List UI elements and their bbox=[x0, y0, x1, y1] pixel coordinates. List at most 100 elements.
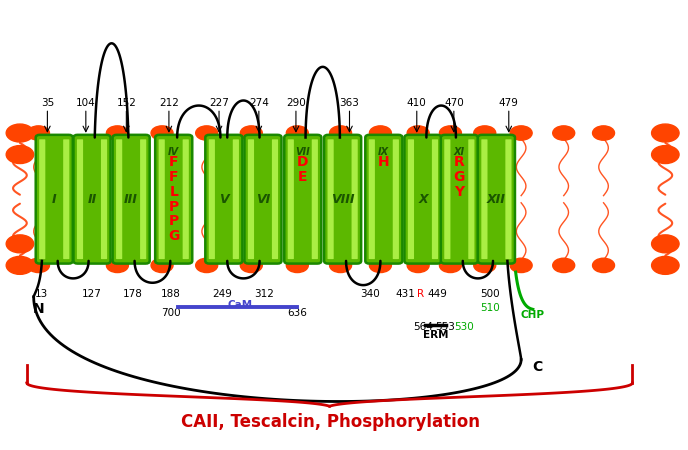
Text: R: R bbox=[418, 289, 424, 299]
Circle shape bbox=[107, 258, 129, 273]
Text: 178: 178 bbox=[123, 289, 143, 299]
FancyBboxPatch shape bbox=[74, 135, 111, 264]
FancyBboxPatch shape bbox=[312, 140, 318, 259]
Text: 470: 470 bbox=[444, 99, 464, 108]
Text: P: P bbox=[169, 200, 179, 214]
FancyBboxPatch shape bbox=[248, 140, 254, 259]
Text: X: X bbox=[418, 193, 428, 206]
FancyBboxPatch shape bbox=[101, 140, 107, 259]
Text: E: E bbox=[298, 170, 308, 184]
FancyBboxPatch shape bbox=[244, 135, 281, 264]
FancyBboxPatch shape bbox=[272, 140, 278, 259]
Circle shape bbox=[6, 235, 34, 253]
FancyBboxPatch shape bbox=[182, 140, 189, 259]
FancyBboxPatch shape bbox=[478, 135, 515, 264]
Circle shape bbox=[28, 258, 50, 273]
Text: 249: 249 bbox=[213, 289, 233, 299]
Circle shape bbox=[240, 126, 262, 140]
Text: CAII, Tescalcin, Phosphorylation: CAII, Tescalcin, Phosphorylation bbox=[181, 414, 480, 432]
Text: VI: VI bbox=[256, 193, 270, 206]
FancyBboxPatch shape bbox=[369, 140, 375, 259]
Text: 340: 340 bbox=[361, 289, 380, 299]
FancyBboxPatch shape bbox=[288, 140, 294, 259]
FancyBboxPatch shape bbox=[208, 140, 215, 259]
Circle shape bbox=[286, 258, 308, 273]
Text: 700: 700 bbox=[161, 308, 181, 319]
Circle shape bbox=[195, 258, 217, 273]
Text: III: III bbox=[125, 193, 138, 206]
Circle shape bbox=[6, 256, 34, 274]
FancyBboxPatch shape bbox=[441, 135, 478, 264]
Circle shape bbox=[510, 258, 532, 273]
FancyBboxPatch shape bbox=[284, 135, 321, 264]
Text: 449: 449 bbox=[427, 289, 447, 299]
Circle shape bbox=[369, 126, 391, 140]
FancyBboxPatch shape bbox=[39, 140, 45, 259]
FancyBboxPatch shape bbox=[444, 140, 451, 259]
Circle shape bbox=[28, 126, 50, 140]
Text: 553: 553 bbox=[436, 322, 455, 332]
Circle shape bbox=[652, 256, 679, 274]
FancyBboxPatch shape bbox=[469, 140, 475, 259]
Text: IV: IV bbox=[168, 148, 180, 157]
Circle shape bbox=[552, 126, 574, 140]
Text: XI: XI bbox=[454, 148, 465, 157]
Text: P: P bbox=[169, 214, 179, 229]
Circle shape bbox=[407, 258, 429, 273]
Circle shape bbox=[510, 126, 532, 140]
Text: F: F bbox=[169, 155, 178, 169]
FancyBboxPatch shape bbox=[405, 135, 442, 264]
Text: 188: 188 bbox=[161, 289, 181, 299]
Circle shape bbox=[6, 124, 34, 142]
Circle shape bbox=[440, 258, 462, 273]
FancyBboxPatch shape bbox=[159, 140, 165, 259]
FancyBboxPatch shape bbox=[205, 135, 242, 264]
Text: F: F bbox=[169, 170, 178, 184]
Circle shape bbox=[6, 146, 34, 163]
Text: VII: VII bbox=[295, 148, 310, 157]
FancyBboxPatch shape bbox=[365, 135, 402, 264]
Text: XII: XII bbox=[487, 193, 506, 206]
Text: 479: 479 bbox=[499, 99, 519, 108]
Text: L: L bbox=[169, 185, 178, 199]
Text: 274: 274 bbox=[249, 99, 269, 108]
FancyBboxPatch shape bbox=[352, 140, 358, 259]
Circle shape bbox=[240, 258, 262, 273]
Text: CaM: CaM bbox=[227, 300, 252, 310]
FancyBboxPatch shape bbox=[113, 135, 150, 264]
Text: 212: 212 bbox=[159, 99, 179, 108]
Circle shape bbox=[107, 126, 129, 140]
Text: G: G bbox=[453, 170, 465, 184]
FancyBboxPatch shape bbox=[36, 135, 73, 264]
Text: H: H bbox=[378, 155, 389, 169]
Text: 564: 564 bbox=[413, 322, 433, 332]
FancyBboxPatch shape bbox=[506, 140, 512, 259]
Text: N: N bbox=[32, 302, 44, 316]
Text: 500: 500 bbox=[480, 289, 500, 299]
Text: 510: 510 bbox=[480, 303, 500, 313]
FancyBboxPatch shape bbox=[116, 140, 122, 259]
FancyBboxPatch shape bbox=[155, 135, 192, 264]
FancyBboxPatch shape bbox=[233, 140, 239, 259]
Circle shape bbox=[440, 126, 462, 140]
FancyBboxPatch shape bbox=[77, 140, 83, 259]
Text: 410: 410 bbox=[407, 99, 427, 108]
Text: VIII: VIII bbox=[331, 193, 354, 206]
Text: I: I bbox=[52, 193, 56, 206]
Text: IX: IX bbox=[378, 148, 389, 157]
Circle shape bbox=[652, 235, 679, 253]
Text: 636: 636 bbox=[288, 308, 308, 319]
Circle shape bbox=[407, 126, 429, 140]
Text: 530: 530 bbox=[454, 322, 474, 332]
Text: CHP: CHP bbox=[521, 310, 545, 320]
Circle shape bbox=[592, 258, 614, 273]
Circle shape bbox=[552, 258, 574, 273]
Text: 227: 227 bbox=[209, 99, 229, 108]
Circle shape bbox=[474, 126, 496, 140]
FancyBboxPatch shape bbox=[140, 140, 147, 259]
Circle shape bbox=[474, 258, 496, 273]
Text: G: G bbox=[168, 229, 180, 243]
Text: 431: 431 bbox=[396, 289, 416, 299]
Text: ERM: ERM bbox=[423, 330, 449, 340]
Circle shape bbox=[592, 126, 614, 140]
